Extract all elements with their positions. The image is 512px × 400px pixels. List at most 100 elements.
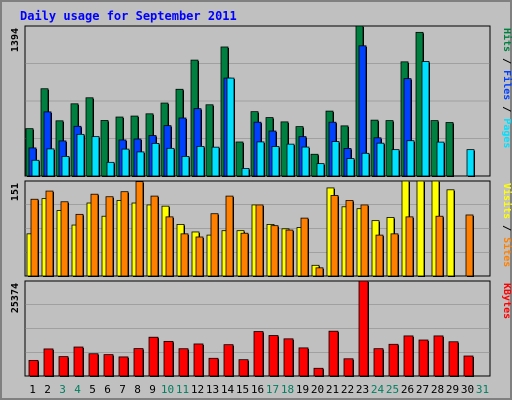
bar-kbytes-day-29 <box>448 341 459 377</box>
series-label-2: Visits / Sites <box>501 183 512 267</box>
graph-title: Daily usage for September 2011 <box>20 9 237 23</box>
bar-pages-day-24 <box>376 142 385 177</box>
bar-kbytes-day-30 <box>463 355 474 377</box>
bar-kbytes-day-3 <box>58 356 69 377</box>
bar-visits-day-27 <box>416 180 425 277</box>
bar-sites-day-15 <box>240 232 249 277</box>
day-label-8: 8 <box>134 383 141 396</box>
bar-kbytes-day-15 <box>238 359 249 377</box>
bar-kbytes-day-16 <box>253 331 264 377</box>
series-label-sites: Sites <box>501 237 512 267</box>
bar-sites-day-7 <box>120 191 129 277</box>
bar-sites-day-22 <box>345 200 354 277</box>
bar-kbytes-day-21 <box>328 330 339 377</box>
day-label-16: 16 <box>251 383 264 396</box>
day-label-18: 18 <box>281 383 294 396</box>
bar-kbytes-day-28 <box>433 335 444 377</box>
series-label-3: KBytes <box>501 283 512 319</box>
day-label-21: 21 <box>326 383 339 396</box>
bar-kbytes-day-17 <box>268 335 279 377</box>
bar-sites-day-11 <box>180 233 189 277</box>
bar-sites-day-8 <box>135 181 144 277</box>
day-label-10: 10 <box>161 383 174 396</box>
bar-sites-day-16 <box>255 204 264 277</box>
bar-sites-day-1 <box>30 198 39 277</box>
y-max-label-2: 151 <box>10 183 21 201</box>
bar-sites-day-14 <box>225 195 234 277</box>
bar-pages-day-21 <box>331 141 340 177</box>
bar-kbytes-day-23 <box>358 280 369 377</box>
label-separator: / <box>501 52 512 70</box>
bar-sites-day-24 <box>375 234 384 277</box>
bar-kbytes-day-2 <box>43 348 54 377</box>
bar-pages-day-11 <box>181 156 190 177</box>
bar-pages-day-23 <box>361 152 370 177</box>
bar-pages-day-25 <box>391 149 400 177</box>
day-label-28: 28 <box>431 383 444 396</box>
day-label-15: 15 <box>236 383 249 396</box>
bar-kbytes-day-18 <box>283 338 294 377</box>
y-max-label-1: 1394 <box>10 28 21 52</box>
bar-kbytes-day-8 <box>133 348 144 377</box>
series-label-kbytes: KBytes <box>501 283 512 319</box>
bar-pages-day-16 <box>256 141 265 177</box>
series-label-files: Files <box>501 70 512 100</box>
day-label-25: 25 <box>386 383 399 396</box>
day-label-4: 4 <box>74 383 81 396</box>
bar-sites-day-6 <box>105 196 114 277</box>
bar-sites-day-20 <box>315 267 324 277</box>
day-label-1: 1 <box>29 383 36 396</box>
day-label-12: 12 <box>191 383 204 396</box>
bar-kbytes-day-13 <box>208 357 219 377</box>
bar-hits-day-25 <box>385 120 394 177</box>
series-label-visits: Visits <box>501 183 512 219</box>
bar-sites-day-26 <box>405 216 414 277</box>
bar-sites-day-2 <box>45 190 54 277</box>
series-label-1: Hits / Files / Pages <box>501 28 512 148</box>
bar-pages-day-17 <box>271 146 280 177</box>
bar-pages-day-1 <box>31 159 40 177</box>
bar-pages-day-20 <box>316 163 325 177</box>
bar-pages-day-15 <box>241 168 250 177</box>
bar-kbytes-day-27 <box>418 339 429 377</box>
bar-pages-day-12 <box>196 146 205 177</box>
day-label-31: 31 <box>476 383 489 396</box>
bar-kbytes-day-24 <box>373 348 384 377</box>
day-label-11: 11 <box>176 383 189 396</box>
day-label-19: 19 <box>296 383 309 396</box>
bar-kbytes-day-22 <box>343 358 354 377</box>
day-label-9: 9 <box>149 383 156 396</box>
bar-pages-day-5 <box>91 136 100 177</box>
bar-sites-day-21 <box>330 195 339 277</box>
bar-pages-day-28 <box>436 141 445 177</box>
bar-sites-day-28 <box>435 215 444 277</box>
bar-pages-day-27 <box>421 61 430 177</box>
bar-pages-day-18 <box>286 143 295 177</box>
bar-sites-day-17 <box>270 225 279 277</box>
bar-sites-day-9 <box>150 195 159 277</box>
bar-kbytes-day-1 <box>28 359 39 377</box>
bar-sites-day-19 <box>300 217 309 277</box>
day-label-24: 24 <box>371 383 385 396</box>
bar-sites-day-25 <box>390 233 399 277</box>
day-label-26: 26 <box>401 383 414 396</box>
bar-pages-day-30 <box>466 149 475 177</box>
bar-kbytes-day-26 <box>403 335 414 377</box>
day-label-6: 6 <box>104 383 111 396</box>
bar-sites-day-13 <box>210 213 219 277</box>
bar-sites-day-23 <box>360 204 369 277</box>
bar-hits-day-29 <box>445 122 454 177</box>
bar-pages-day-7 <box>121 148 130 177</box>
bar-pages-day-4 <box>76 133 85 177</box>
day-label-5: 5 <box>89 383 96 396</box>
day-label-13: 13 <box>206 383 219 396</box>
bar-sites-day-4 <box>75 213 84 277</box>
bar-kbytes-day-4 <box>73 346 84 377</box>
bar-sites-day-18 <box>285 229 294 277</box>
day-label-14: 14 <box>221 383 235 396</box>
y-max-label-3: 25374 <box>10 283 21 313</box>
day-label-3: 3 <box>59 383 66 396</box>
bar-kbytes-day-10 <box>163 340 174 377</box>
bar-hits-day-13 <box>205 104 214 177</box>
